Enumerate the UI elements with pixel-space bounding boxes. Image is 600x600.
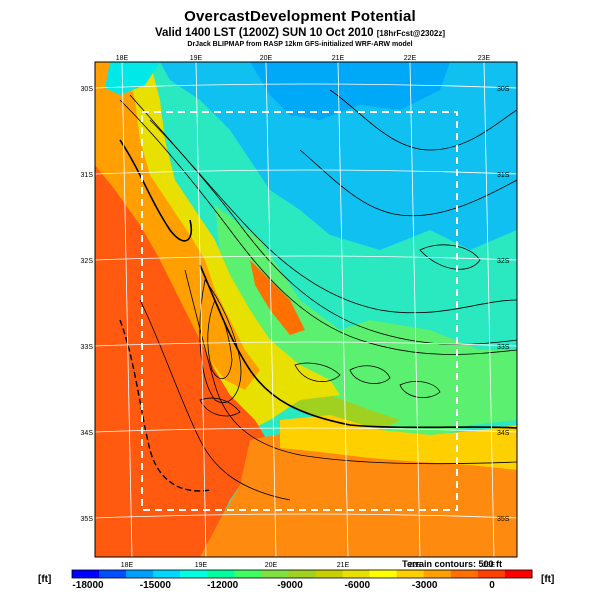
colorbar-tick-label: -6000 — [344, 580, 371, 591]
colorbar-outline — [71, 569, 533, 579]
parallel-line — [95, 513, 517, 519]
colorbar-swatch — [261, 570, 289, 578]
parallel-line — [95, 341, 517, 347]
colorbar-swatch — [99, 570, 127, 578]
colorbar-tick-label: -12000 — [207, 580, 239, 591]
lon-label: 22E — [404, 55, 417, 62]
parallel-line — [95, 169, 517, 175]
colorbar-swatch — [153, 570, 181, 578]
colorbar-swatch — [288, 570, 317, 578]
lat-label: 31S — [497, 172, 510, 179]
lat-label: 34S — [81, 430, 94, 437]
colorbar-swatch — [477, 570, 506, 578]
colorbar-swatch — [180, 570, 208, 578]
meridian-line — [121, 62, 133, 557]
lat-label: 32S — [497, 258, 510, 265]
colorbar-swatch — [450, 570, 479, 578]
lat-label: 33S — [497, 344, 510, 351]
lon-label: 21E — [332, 55, 345, 62]
colorbar-swatch — [396, 570, 425, 578]
lat-label: 30S — [81, 86, 94, 93]
lat-labels-left: 30S 31S 32S 33S 34S 35S — [81, 86, 94, 523]
lon-labels-bottom: 18E 19E 20E 21E 22E 23E — [121, 562, 496, 569]
lon-label: 23E — [478, 55, 491, 62]
colorbar-tick-label: 0 — [489, 580, 495, 591]
meridian-line — [195, 62, 207, 557]
lon-label: 20E — [260, 55, 273, 62]
colorbar-swatch — [207, 570, 235, 578]
meridian-line — [483, 62, 495, 557]
valid-time-text: Valid 1400 LST (1200Z) SUN 10 Oct 2010 — [154, 27, 374, 39]
map-title: OvercastDevelopment Potential — [184, 8, 416, 25]
colorbar-swatch — [342, 570, 371, 578]
model-description: DrJack BLIPMAP from RASP 12km GFS-initia… — [187, 41, 413, 48]
parallel-line — [95, 83, 517, 89]
parallel-line — [95, 427, 517, 433]
forecast-tag: [18hrFcst@2302z] — [376, 29, 446, 38]
subdomain-box — [141, 111, 458, 511]
lat-label: 35S — [497, 516, 510, 523]
lat-label: 31S — [81, 172, 94, 179]
colorbar-swatch — [504, 570, 533, 578]
meridian-line — [265, 62, 277, 557]
terrain-contours — [119, 89, 517, 501]
lon-label: 22E — [409, 562, 422, 569]
lat-label: 30S — [497, 86, 510, 93]
terrain-contour-note: Terrain contours: 500 ft — [402, 559, 502, 569]
lon-label: 20E — [265, 562, 278, 569]
colorbar-tick-label: -15000 — [139, 580, 171, 591]
colorbar-unit-left: [ft] — [38, 574, 52, 585]
map-frame — [94, 61, 518, 558]
colorbar-unit-right: [ft] — [541, 574, 555, 585]
valid-time-subtitle: Valid 1400 LST (1200Z) SUN 10 Oct 2010 [… — [0, 27, 600, 39]
lon-label: 18E — [116, 55, 129, 62]
colorbar — [71, 569, 533, 579]
lat-label: 33S — [81, 344, 94, 351]
parallel-line — [95, 255, 517, 261]
lat-lon-grid — [95, 62, 517, 557]
lon-labels-top: 18E 19E 20E 21E 22E 23E — [116, 55, 491, 62]
colorbar-tick-label: -9000 — [277, 580, 303, 591]
lat-labels-right: 30S 31S 32S 33S 34S 35S — [497, 86, 510, 523]
lon-label: 23E — [483, 562, 496, 569]
colorbar-tick-label: -18000 — [72, 580, 104, 591]
lat-label: 35S — [81, 516, 94, 523]
colorbar-swatch — [315, 570, 344, 578]
colorbar-swatch — [72, 570, 100, 578]
colorbar-swatch — [369, 570, 398, 578]
colorbar-swatch — [234, 570, 262, 578]
lon-label: 18E — [121, 562, 134, 569]
lon-label: 21E — [337, 562, 350, 569]
meridian-line — [409, 62, 421, 557]
lat-label: 32S — [81, 258, 94, 265]
lon-label: 19E — [190, 55, 203, 62]
colorbar-swatch — [126, 570, 154, 578]
lon-label: 19E — [195, 562, 208, 569]
meridian-line — [337, 62, 349, 557]
lat-label: 34S — [497, 430, 510, 437]
colorbar-swatch — [423, 570, 452, 578]
colorbar-tick-label: -3000 — [411, 580, 438, 591]
